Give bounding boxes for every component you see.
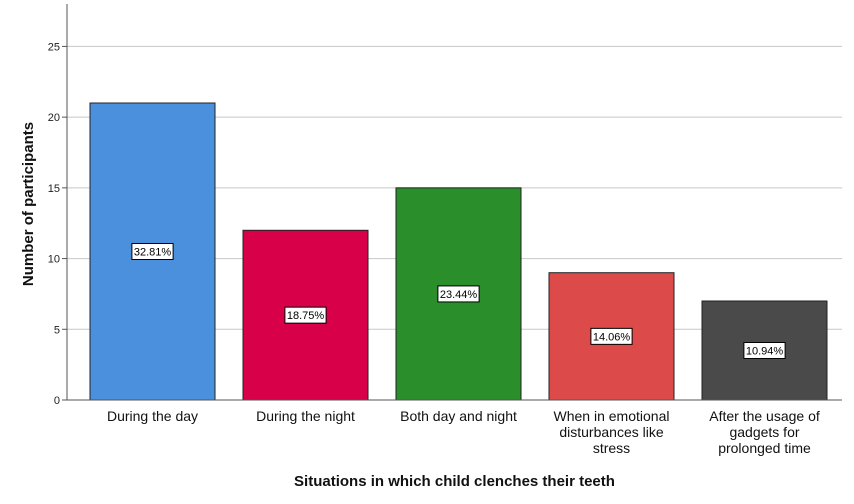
x-category-label: During the night bbox=[256, 408, 355, 424]
y-tick-label: 0 bbox=[54, 395, 60, 407]
data-label-box bbox=[437, 285, 480, 303]
data-label: 23.44% bbox=[440, 289, 478, 301]
x-category-label: Both day and night bbox=[400, 408, 517, 424]
x-category-labels: During the day During the night Both day a… bbox=[107, 408, 820, 456]
y-tick-label: 25 bbox=[48, 41, 60, 53]
x-category-label: During the day bbox=[107, 408, 198, 424]
data-label: 10.94% bbox=[746, 346, 784, 358]
data-label-box bbox=[743, 342, 786, 359]
y-axis-title: Number of participants bbox=[20, 122, 37, 286]
y-tick-label: 5 bbox=[54, 324, 60, 336]
x-category-label: After the usage of gadgets for prolonged t… bbox=[709, 408, 820, 456]
y-tick-label: 20 bbox=[48, 112, 60, 124]
x-axis-title: Situations in which child clenches their… bbox=[294, 473, 615, 490]
y-tick-labels: 0 5 10 15 20 25 bbox=[48, 41, 60, 407]
data-label: 18.75% bbox=[287, 310, 325, 322]
data-label-box bbox=[131, 243, 174, 260]
data-label: 14.06% bbox=[593, 331, 631, 343]
bars bbox=[89, 102, 828, 401]
data-label: 32.81% bbox=[134, 247, 172, 259]
x-category-label: When in emotional disturbances like stress bbox=[554, 408, 670, 456]
y-tick-label: 15 bbox=[48, 183, 60, 195]
data-label-box bbox=[284, 306, 327, 324]
data-label-box bbox=[590, 327, 633, 345]
data-labels: 32.81% 18.75% 23.44% 14.06% 10.94% bbox=[131, 243, 786, 359]
y-tick-label: 10 bbox=[48, 254, 60, 266]
